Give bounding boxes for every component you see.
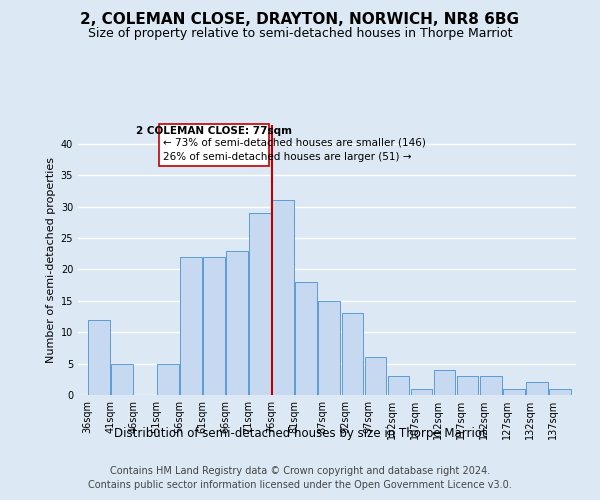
Bar xyxy=(480,376,502,395)
Bar xyxy=(203,257,225,395)
Text: Distribution of semi-detached houses by size in Thorpe Marriot: Distribution of semi-detached houses by … xyxy=(113,428,487,440)
Bar xyxy=(180,257,202,395)
Bar xyxy=(111,364,133,395)
Bar xyxy=(295,282,317,395)
Bar xyxy=(434,370,455,395)
Bar xyxy=(88,320,110,395)
Bar xyxy=(157,364,179,395)
Bar xyxy=(457,376,478,395)
Bar xyxy=(410,388,433,395)
Y-axis label: Number of semi-detached properties: Number of semi-detached properties xyxy=(46,157,56,363)
Text: Size of property relative to semi-detached houses in Thorpe Marriot: Size of property relative to semi-detach… xyxy=(88,28,512,40)
Bar xyxy=(526,382,548,395)
Bar xyxy=(549,388,571,395)
Bar xyxy=(503,388,524,395)
Bar xyxy=(250,213,271,395)
Text: Contains HM Land Registry data © Crown copyright and database right 2024.
Contai: Contains HM Land Registry data © Crown c… xyxy=(88,466,512,490)
Bar xyxy=(319,301,340,395)
Text: ← 73% of semi-detached houses are smaller (146): ← 73% of semi-detached houses are smalle… xyxy=(163,138,427,147)
Bar xyxy=(365,358,386,395)
Text: 2 COLEMAN CLOSE: 77sqm: 2 COLEMAN CLOSE: 77sqm xyxy=(136,126,292,136)
Bar xyxy=(388,376,409,395)
Text: 2, COLEMAN CLOSE, DRAYTON, NORWICH, NR8 6BG: 2, COLEMAN CLOSE, DRAYTON, NORWICH, NR8 … xyxy=(80,12,520,28)
Bar xyxy=(226,250,248,395)
Bar xyxy=(341,314,363,395)
Bar xyxy=(272,200,294,395)
Text: 26% of semi-detached houses are larger (51) →: 26% of semi-detached houses are larger (… xyxy=(163,152,412,162)
